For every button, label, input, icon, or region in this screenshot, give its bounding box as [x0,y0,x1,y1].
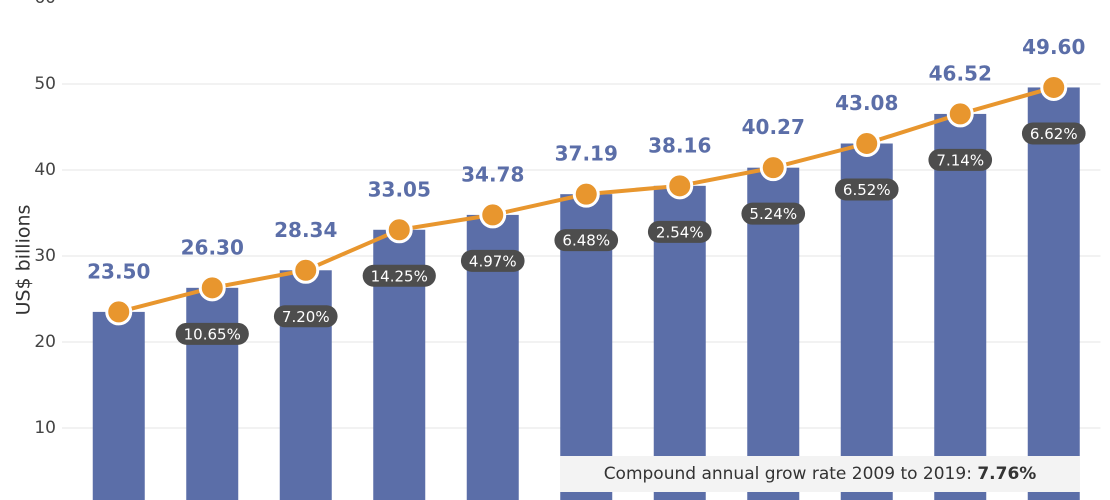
value-label: 33.05 [368,177,431,201]
value-label: 23.50 [87,259,150,283]
growth-label: 6.62% [1030,125,1078,143]
y-tick-label: 10 [34,418,56,438]
annotation: Compound annual grow rate 2009 to 2019: … [604,464,1037,484]
growth-label: 4.97% [469,252,517,270]
y-tick-label: 30 [34,246,56,266]
marker [479,201,507,229]
growth-pill [647,220,712,243]
value-label: 34.78 [461,162,524,186]
growth-pill [175,322,249,345]
growth-pill [273,305,338,328]
growth-label: 6.52% [843,181,891,199]
value-label: 28.34 [274,218,337,242]
marker [385,216,413,244]
value-label: 37.19 [555,142,618,166]
bar [186,287,239,500]
marker [853,130,881,158]
growth-pill [834,178,899,201]
growth-label: 6.48% [562,232,610,250]
growth-pill [741,202,806,225]
marker [292,256,320,284]
y-tick-label: 60 [34,0,56,8]
value-label: 49.60 [1022,35,1085,59]
marker [1040,73,1068,101]
bar [934,113,987,500]
growth-label: 10.65% [184,325,241,343]
growth-label: 7.14% [936,151,984,169]
marker [759,154,787,182]
labels: 23.50 26.30 10.65% 28.34 7.20% 33.05 14.25% 34.… [87,35,1086,345]
growth-label: 5.24% [749,205,797,223]
growth-label: 7.20% [282,308,330,326]
growth-pill [928,148,993,171]
line-layer [105,73,1068,326]
annotation-text: Compound annual grow rate 2009 to 2019: [604,464,972,484]
y-axis-label: US$ billions [13,205,35,316]
marker [105,298,133,326]
growth-label: 14.25% [371,267,428,285]
bar [279,270,332,500]
annotation-box [560,456,1080,492]
marker [572,180,600,208]
value-label: 46.52 [929,61,992,85]
value-label: 43.08 [835,91,898,115]
marker [946,100,974,128]
y-tick-label: 20 [34,332,56,352]
marker [666,172,694,200]
bar [1027,87,1080,500]
bar [92,311,145,500]
growth-label: 2.54% [656,223,704,241]
value-label: 40.27 [742,115,805,139]
growth-pill [362,264,436,287]
marker [198,274,226,302]
value-label: 38.16 [648,133,711,157]
annotation-value: 7.76% [977,464,1036,484]
growth-pill [554,229,619,252]
growth-pill [460,249,525,272]
bar [840,143,893,500]
growth-pill [1021,122,1086,145]
y-tick-label: 50 [34,74,56,94]
value-label: 26.30 [181,235,244,259]
y-tick-label: 40 [34,160,56,180]
